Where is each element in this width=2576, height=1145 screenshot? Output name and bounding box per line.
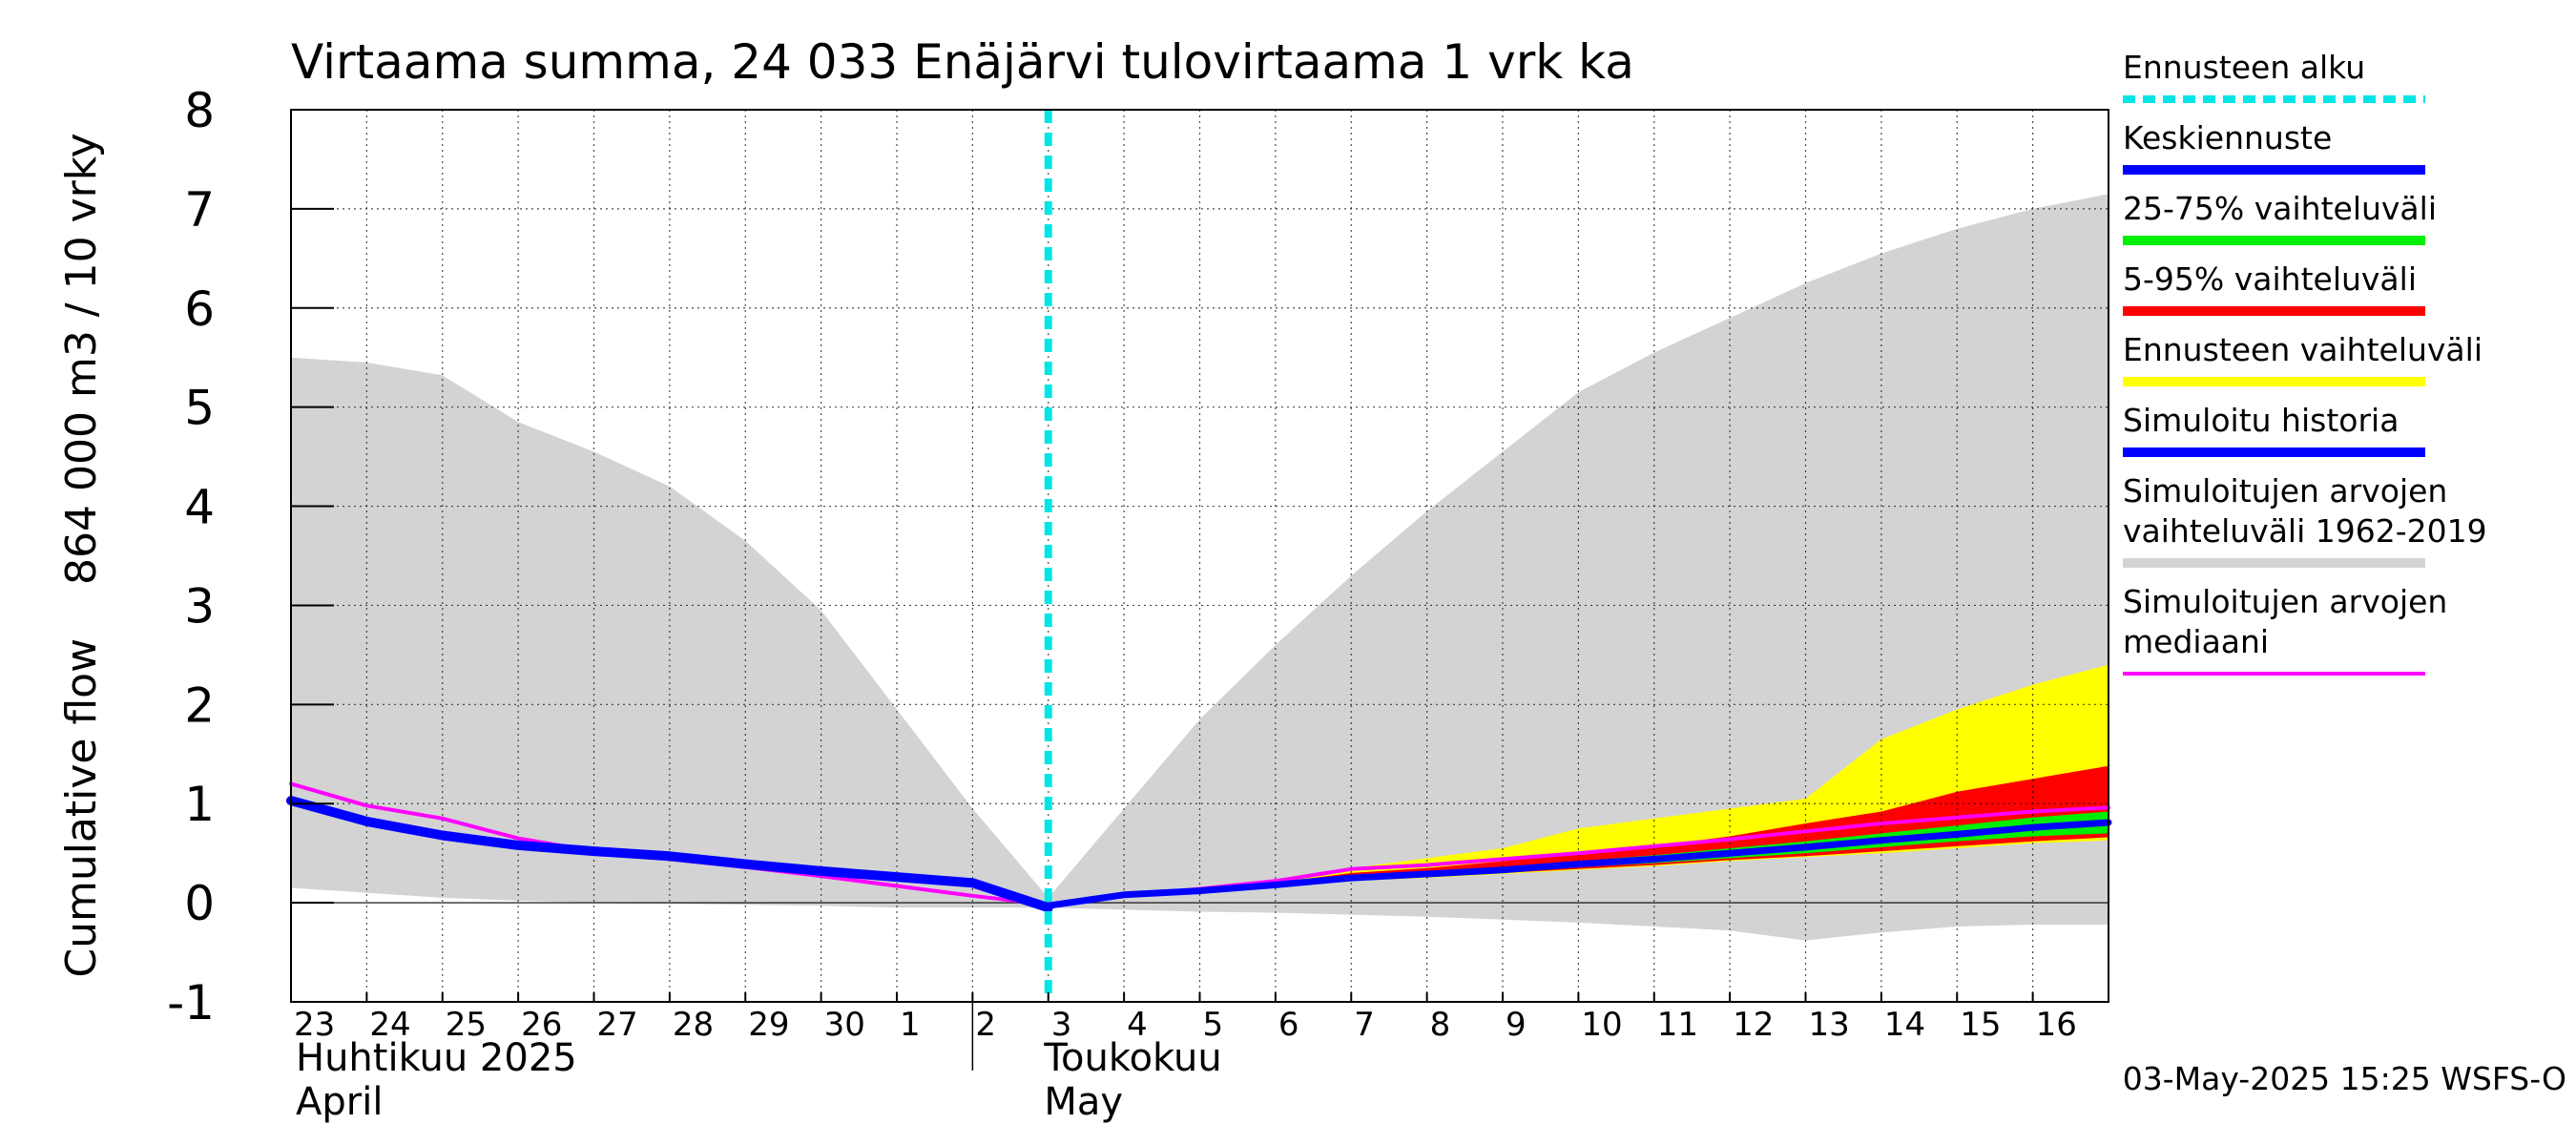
- y-tick-label: 8: [184, 83, 215, 138]
- x-tick-label: 5: [1203, 1006, 1224, 1044]
- legend-label: 25-75% vaihteluväli: [2123, 190, 2437, 227]
- x-axis: 23 24 25 26 27 28 29 30 1 2 3 4 5 6 7 8 9 10 11 12 13 14 15 16H…: [290, 992, 2077, 1124]
- y-tick-label: 5: [184, 381, 215, 436]
- x-tick-label: 29: [748, 1006, 789, 1044]
- x-tick-label: 7: [1354, 1006, 1375, 1044]
- legend-label: Keskiennuste: [2123, 119, 2332, 156]
- y-tick-label: 1: [184, 777, 215, 832]
- legend: Ennusteen alku Keskiennuste 25-75% vaihtel…: [2123, 49, 2487, 676]
- legend-label: Simuloitujen arvojen: [2123, 583, 2447, 620]
- series-simuloitu-historia: [286, 796, 1053, 913]
- y-tick-label: -1: [167, 975, 215, 1030]
- x-tick-label: 30: [824, 1006, 865, 1044]
- legend-label: Simuloitujen arvojen: [2123, 472, 2447, 510]
- legend-label: mediaani: [2123, 623, 2269, 660]
- grid-layer: [291, 110, 2109, 1002]
- x-tick-label: 11: [1657, 1006, 1698, 1044]
- y-tick-label: 0: [184, 876, 215, 931]
- month-label-en: April: [296, 1080, 383, 1124]
- x-tick-label: 10: [1581, 1006, 1622, 1044]
- y-tick-label: 7: [184, 182, 215, 238]
- y-tick-label: 3: [184, 578, 215, 634]
- x-tick-label: 25: [446, 1006, 487, 1044]
- chart-title: Virtaama summa, 24 033 Enäjärvi tulovirt…: [291, 34, 1634, 90]
- y-axis: -1 0 1 2 3 4 5 6 7 8: [167, 83, 334, 1030]
- x-tick-label: 28: [673, 1006, 714, 1044]
- legend-label: Simuloitu historia: [2123, 402, 2399, 439]
- x-tick-label: 27: [597, 1006, 638, 1044]
- x-tick-label: 9: [1506, 1006, 1527, 1044]
- x-tick-label: 4: [1127, 1006, 1148, 1044]
- x-tick-label: 6: [1278, 1006, 1299, 1044]
- footer-timestamp: 03-May-2025 15:25 WSFS-O: [2123, 1060, 2566, 1097]
- x-tick-label: 15: [1960, 1006, 2001, 1044]
- x-tick-label: 14: [1884, 1006, 1925, 1044]
- legend-label: Ennusteen alku: [2123, 49, 2365, 86]
- x-tick-label: 26: [521, 1006, 562, 1044]
- x-tick-label: 8: [1430, 1006, 1451, 1044]
- y-tick-label: 6: [184, 281, 215, 337]
- month-label: Huhtikuu 2025: [296, 1036, 577, 1080]
- x-tick-label: 24: [369, 1006, 410, 1044]
- legend-label: Ennusteen vaihteluväli: [2123, 331, 2483, 368]
- x-tick-label: 13: [1809, 1006, 1850, 1044]
- x-tick-label: 23: [294, 1006, 335, 1044]
- y-tick-label: 4: [184, 480, 215, 535]
- legend-label: 5-95% vaihteluväli: [2123, 260, 2417, 298]
- x-tick-label: 12: [1733, 1006, 1774, 1044]
- x-tick-label: 3: [1051, 1006, 1072, 1044]
- x-tick-label: 1: [900, 1006, 921, 1044]
- x-tick-label: 2: [975, 1006, 996, 1044]
- x-tick-label: 16: [2036, 1006, 2077, 1044]
- series-keskiennuste: [1045, 819, 2112, 909]
- lines-layer: [286, 781, 2112, 913]
- month-label: Toukokuu: [1043, 1036, 1221, 1080]
- legend-label: vaihteluväli 1962-2019: [2123, 512, 2487, 550]
- y-tick-label: 2: [184, 677, 215, 733]
- month-label-en: May: [1044, 1080, 1123, 1124]
- y-axis-label: Cumulative flow 864 000 m3 / 10 vrky: [57, 133, 106, 977]
